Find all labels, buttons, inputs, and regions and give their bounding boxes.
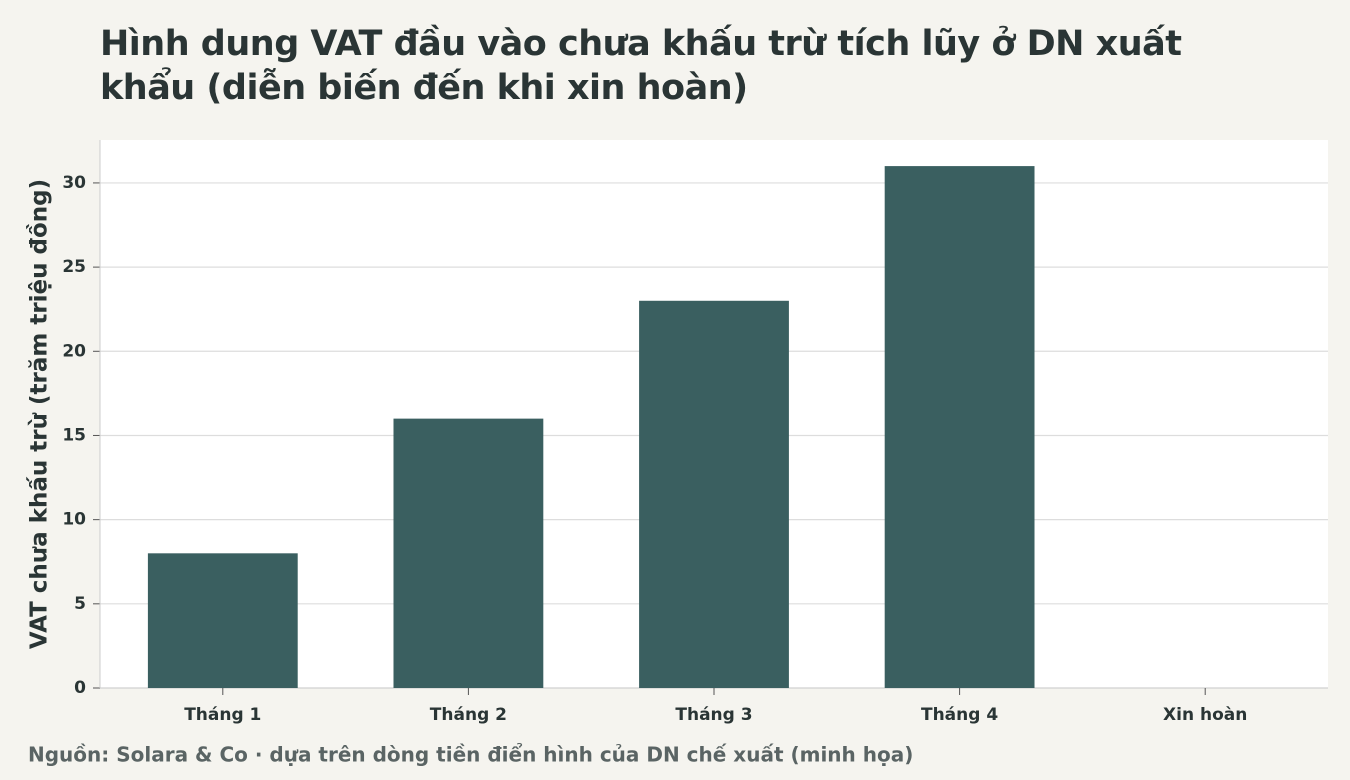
x-tick-label: Tháng 4 (921, 705, 998, 725)
y-tick-label: 5 (74, 594, 86, 614)
y-tick-label: 0 (74, 678, 86, 698)
chart-title: Hình dung VAT đầu vào chưa khấu trừ tích… (100, 24, 1182, 108)
bar (147, 553, 298, 688)
y-tick-label: 15 (62, 425, 86, 445)
y-axis-label: VAT chưa khấu trừ (trăm triệu đồng) (26, 179, 53, 649)
bar (884, 166, 1035, 689)
x-tick-label: Tháng 1 (184, 705, 261, 725)
y-tick-label: 20 (62, 341, 86, 361)
y-tick-label: 10 (62, 510, 86, 530)
source-note: Nguồn: Solara & Co · dựa trên dòng tiền … (28, 743, 913, 767)
bar (393, 418, 544, 688)
x-tick-label: Xin hoàn (1163, 705, 1247, 725)
x-tick-label: Tháng 2 (430, 705, 507, 725)
y-tick-label: 25 (62, 257, 86, 277)
bar (639, 300, 789, 688)
y-tick-label: 30 (62, 173, 86, 193)
x-tick-label: Tháng 3 (675, 705, 752, 725)
